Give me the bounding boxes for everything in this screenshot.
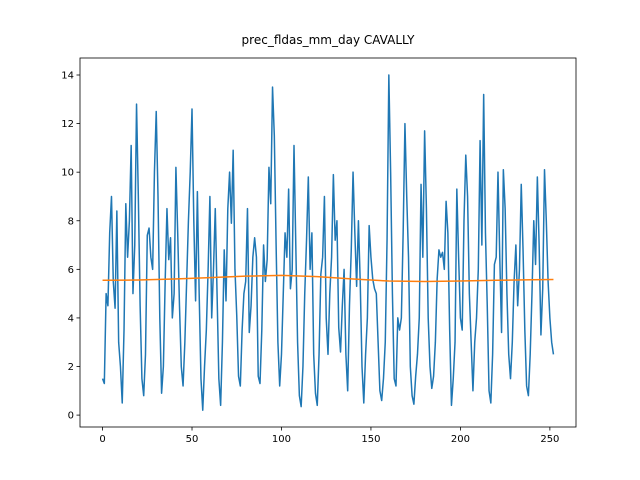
x-tick-label: 200 bbox=[451, 434, 470, 445]
y-tick-label: 10 bbox=[61, 168, 74, 179]
y-tick-label: 12 bbox=[61, 119, 74, 130]
x-tick-label: 250 bbox=[540, 434, 559, 445]
x-tick-label: 150 bbox=[361, 434, 380, 445]
y-tick-label: 4 bbox=[68, 313, 74, 324]
y-tick-label: 2 bbox=[68, 362, 74, 373]
y-tick-label: 6 bbox=[68, 265, 74, 276]
x-tick-label: 0 bbox=[99, 434, 105, 445]
plot-frame bbox=[79, 57, 577, 428]
y-tick-label: 8 bbox=[68, 216, 74, 227]
y-tick-label: 14 bbox=[61, 71, 74, 82]
series-line bbox=[102, 274, 554, 283]
y-tick-label: 0 bbox=[68, 411, 74, 422]
x-tick-label: 50 bbox=[186, 434, 199, 445]
series-line bbox=[101, 74, 555, 411]
x-tick-label: 100 bbox=[272, 434, 291, 445]
chart-title: prec_fldas_mm_day CAVALLY bbox=[242, 33, 416, 47]
